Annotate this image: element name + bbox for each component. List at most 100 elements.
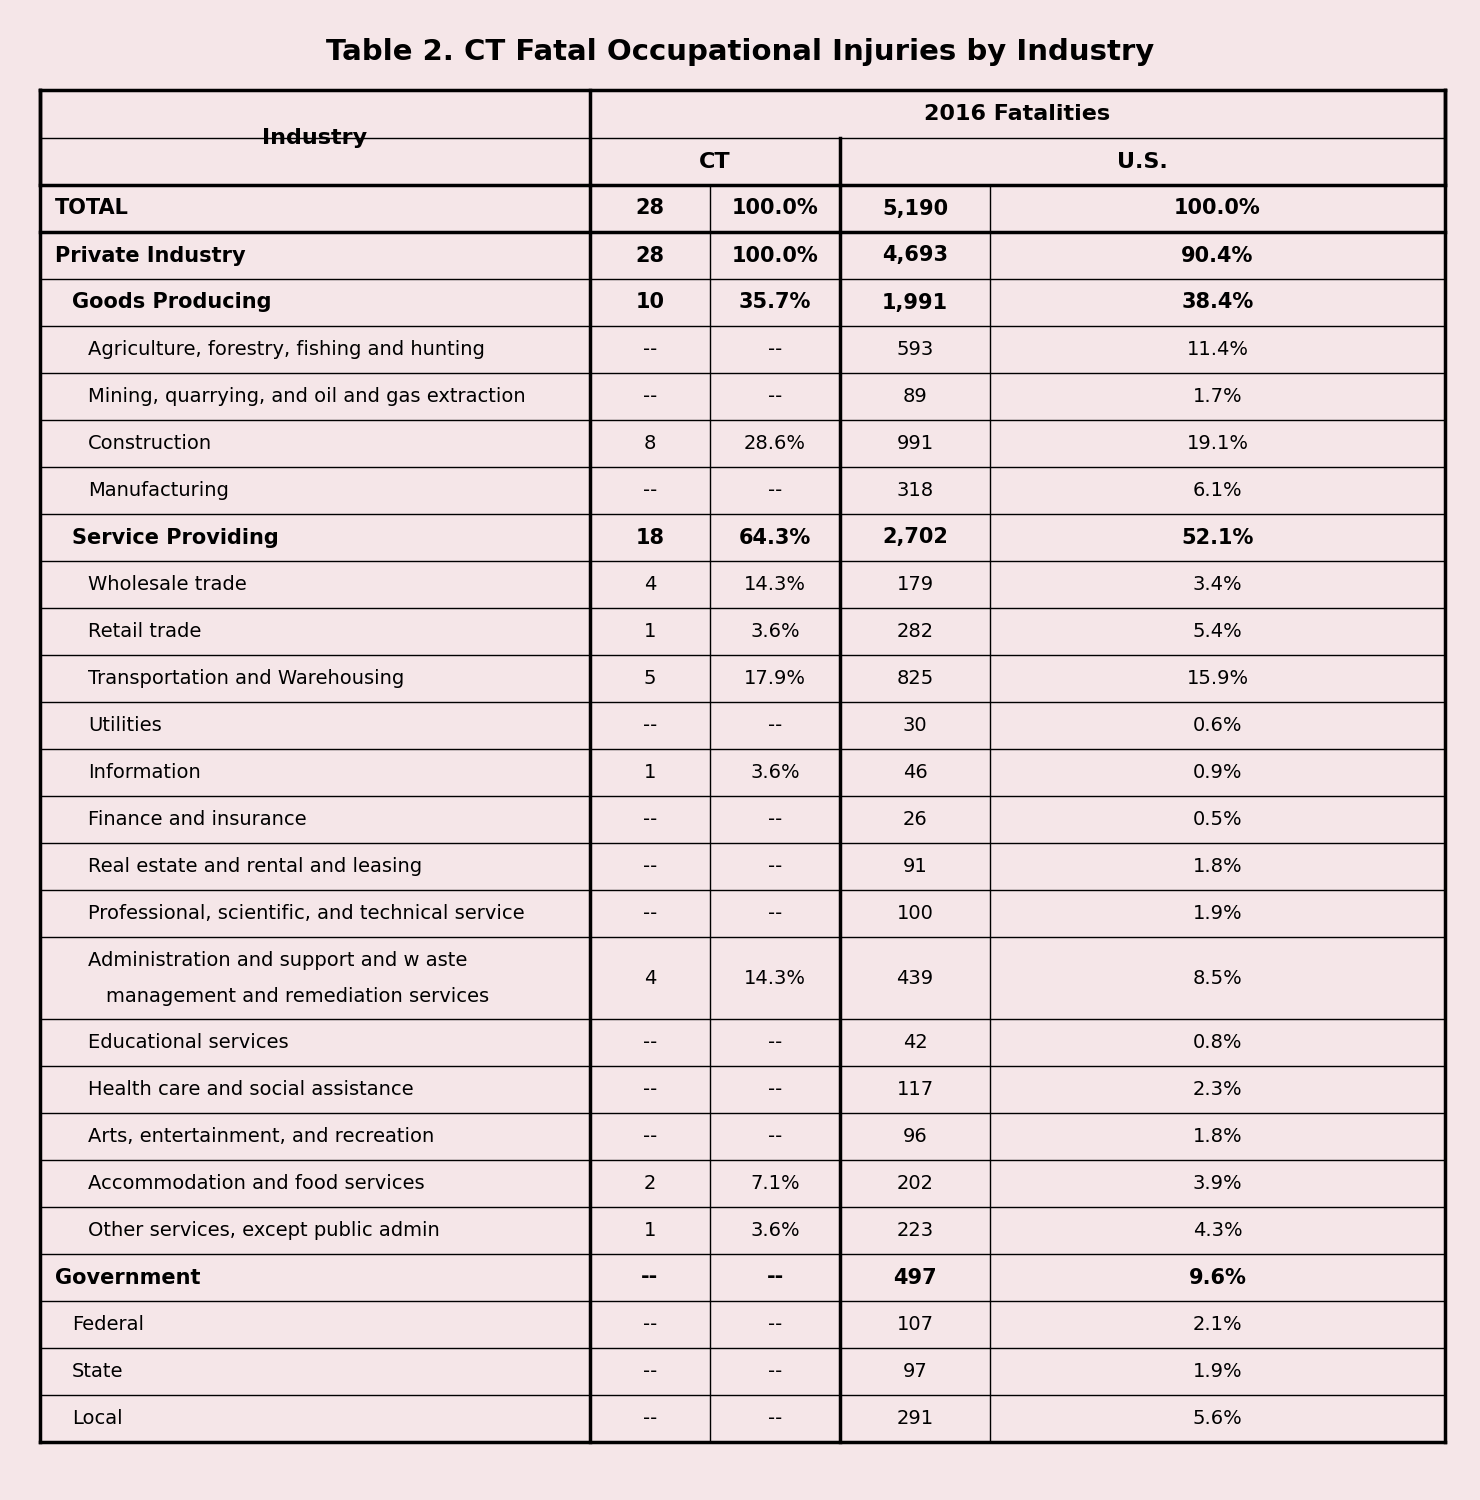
Text: Construction: Construction (87, 433, 212, 453)
Text: 497: 497 (894, 1268, 937, 1287)
Text: 46: 46 (903, 764, 928, 782)
Text: --: -- (642, 716, 657, 735)
Text: 26: 26 (903, 810, 928, 830)
Text: 0.9%: 0.9% (1193, 764, 1242, 782)
Text: 1,991: 1,991 (882, 292, 949, 312)
Text: 1.9%: 1.9% (1193, 904, 1242, 922)
Text: 3.6%: 3.6% (750, 622, 799, 640)
Text: 38.4%: 38.4% (1181, 292, 1254, 312)
Text: --: -- (767, 1268, 783, 1287)
Text: 2.3%: 2.3% (1193, 1080, 1242, 1100)
Text: 96: 96 (903, 1126, 928, 1146)
Text: 6.1%: 6.1% (1193, 482, 1242, 500)
Text: 89: 89 (903, 387, 928, 406)
Text: 28: 28 (635, 198, 665, 219)
Text: --: -- (768, 387, 781, 406)
Text: 1: 1 (644, 764, 656, 782)
Text: --: -- (642, 1034, 657, 1052)
Text: 8.5%: 8.5% (1193, 969, 1242, 987)
Text: 991: 991 (897, 433, 934, 453)
Text: 4.3%: 4.3% (1193, 1221, 1242, 1240)
Text: Utilities: Utilities (87, 716, 161, 735)
Text: Professional, scientific, and technical service: Professional, scientific, and technical … (87, 904, 524, 922)
Text: Mining, quarrying, and oil and gas extraction: Mining, quarrying, and oil and gas extra… (87, 387, 525, 406)
Text: 439: 439 (897, 969, 934, 987)
Text: 8: 8 (644, 433, 656, 453)
Text: 90.4%: 90.4% (1181, 246, 1254, 266)
Text: --: -- (642, 904, 657, 922)
Text: 0.6%: 0.6% (1193, 716, 1242, 735)
Text: 100.0%: 100.0% (1174, 198, 1261, 219)
Text: 91: 91 (903, 856, 928, 876)
Text: 64.3%: 64.3% (739, 528, 811, 548)
Text: 19.1%: 19.1% (1187, 433, 1249, 453)
Text: 2.1%: 2.1% (1193, 1316, 1242, 1334)
Text: State: State (73, 1362, 123, 1382)
Text: Goods Producing: Goods Producing (73, 292, 271, 312)
Text: Accommodation and food services: Accommodation and food services (87, 1174, 425, 1192)
Text: 2016 Fatalities: 2016 Fatalities (925, 104, 1110, 125)
Text: Manufacturing: Manufacturing (87, 482, 229, 500)
Text: U.S.: U.S. (1117, 152, 1168, 171)
Text: 107: 107 (897, 1316, 934, 1334)
Text: 5,190: 5,190 (882, 198, 949, 219)
Text: 3.9%: 3.9% (1193, 1174, 1242, 1192)
Text: Service Providing: Service Providing (73, 528, 278, 548)
Text: 10: 10 (635, 292, 665, 312)
Text: Transportation and Warehousing: Transportation and Warehousing (87, 669, 404, 688)
Text: 825: 825 (897, 669, 934, 688)
Text: 1.8%: 1.8% (1193, 1126, 1242, 1146)
Text: 1: 1 (644, 1221, 656, 1240)
Text: 5.4%: 5.4% (1193, 622, 1242, 640)
Text: Federal: Federal (73, 1316, 144, 1334)
Text: Health care and social assistance: Health care and social assistance (87, 1080, 413, 1100)
Text: --: -- (768, 1316, 781, 1334)
Text: --: -- (642, 482, 657, 500)
Text: 593: 593 (897, 340, 934, 358)
Text: 42: 42 (903, 1034, 928, 1052)
Text: --: -- (642, 340, 657, 358)
Text: 15.9%: 15.9% (1187, 669, 1249, 688)
Text: --: -- (768, 1126, 781, 1146)
Text: 5: 5 (644, 669, 656, 688)
Text: 3.6%: 3.6% (750, 764, 799, 782)
Text: Table 2. CT Fatal Occupational Injuries by Industry: Table 2. CT Fatal Occupational Injuries … (326, 38, 1154, 66)
Text: 18: 18 (635, 528, 665, 548)
Text: 223: 223 (897, 1221, 934, 1240)
Text: 291: 291 (897, 1408, 934, 1428)
Text: 100: 100 (897, 904, 934, 922)
Text: 0.5%: 0.5% (1193, 810, 1242, 830)
Text: 4: 4 (644, 969, 656, 987)
Text: --: -- (768, 904, 781, 922)
Text: 3.6%: 3.6% (750, 1221, 799, 1240)
Text: 2,702: 2,702 (882, 528, 947, 548)
Text: 28: 28 (635, 246, 665, 266)
Text: Government: Government (55, 1268, 200, 1287)
Text: CT: CT (699, 152, 731, 171)
Text: --: -- (642, 1126, 657, 1146)
Text: --: -- (642, 1080, 657, 1100)
Text: 4: 4 (644, 574, 656, 594)
Text: 11.4%: 11.4% (1187, 340, 1249, 358)
Text: 1: 1 (644, 622, 656, 640)
Text: 1.8%: 1.8% (1193, 856, 1242, 876)
Text: Finance and insurance: Finance and insurance (87, 810, 306, 830)
Text: --: -- (642, 1316, 657, 1334)
Text: 1.9%: 1.9% (1193, 1362, 1242, 1382)
Text: Real estate and rental and leasing: Real estate and rental and leasing (87, 856, 422, 876)
Text: management and remediation services: management and remediation services (107, 987, 488, 1005)
Text: 52.1%: 52.1% (1181, 528, 1254, 548)
Text: 4,693: 4,693 (882, 246, 949, 266)
Text: 35.7%: 35.7% (739, 292, 811, 312)
Text: --: -- (641, 1268, 659, 1287)
Text: 318: 318 (897, 482, 934, 500)
Text: 5.6%: 5.6% (1193, 1408, 1242, 1428)
Text: 3.4%: 3.4% (1193, 574, 1242, 594)
Text: 117: 117 (897, 1080, 934, 1100)
Text: 28.6%: 28.6% (744, 433, 807, 453)
Text: --: -- (768, 340, 781, 358)
Text: --: -- (768, 1408, 781, 1428)
Text: Administration and support and w aste: Administration and support and w aste (87, 951, 468, 969)
Text: 202: 202 (897, 1174, 934, 1192)
Text: 14.3%: 14.3% (744, 574, 807, 594)
